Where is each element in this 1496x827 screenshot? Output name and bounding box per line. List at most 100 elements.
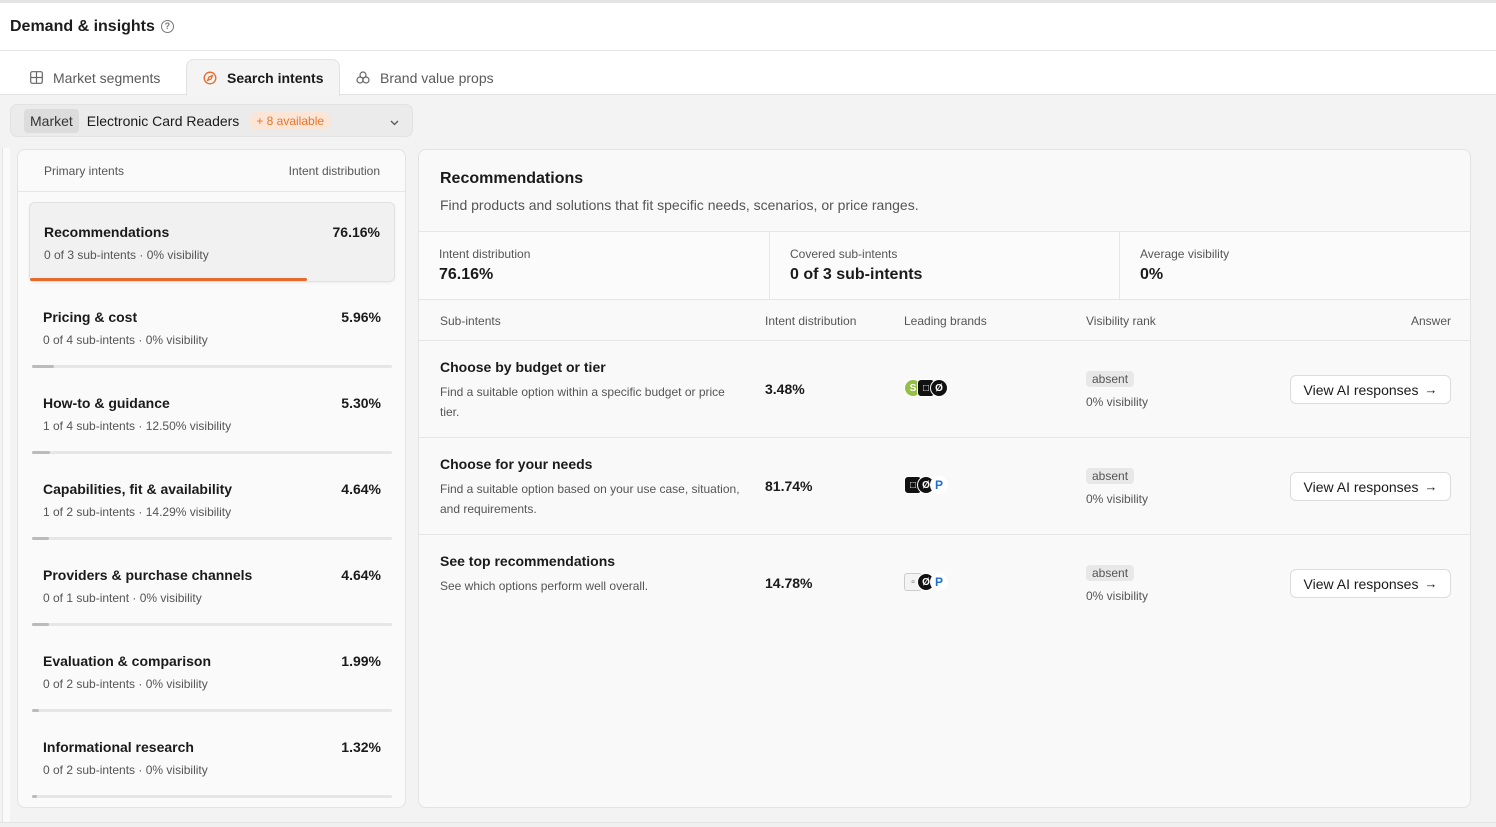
question-circle-icon[interactable]: ? <box>160 20 174 33</box>
intent-pct: 1.99% <box>341 653 381 669</box>
intent-item-how-to[interactable]: How-to & guidance 5.30% 1 of 4 sub-inten… <box>29 374 395 454</box>
intent-bar <box>32 365 392 368</box>
intent-pct: 5.96% <box>341 309 381 325</box>
leading-brands: S □ Ø <box>904 379 948 399</box>
sub-intent-title: See top recommendations <box>440 553 616 569</box>
tab-search-intents[interactable]: Search intents <box>186 59 341 96</box>
compass-icon <box>203 71 217 85</box>
intent-item-evaluation[interactable]: Evaluation & comparison 1.99% 0 of 2 sub… <box>29 632 395 712</box>
intent-sub: 0 of 4 sub-intents · 0% visibility <box>43 333 208 347</box>
market-selector[interactable]: Market Electronic Card Readers + 8 avail… <box>10 104 413 137</box>
sub-intent-distribution: 14.78% <box>765 575 813 591</box>
market-name: Electronic Card Readers <box>86 112 240 129</box>
intent-fill <box>32 709 39 712</box>
intent-fill <box>32 537 49 540</box>
tab-label: Search intents <box>227 70 324 86</box>
intent-name: Informational research <box>43 739 194 755</box>
stat-label: Intent distribution <box>439 247 531 261</box>
view-ai-responses-button[interactable]: View AI responses → <box>1290 569 1451 598</box>
intent-name: Pricing & cost <box>43 309 138 325</box>
tab-brand-value-props[interactable]: Brand value props <box>340 59 510 96</box>
intent-fill <box>32 365 54 368</box>
visibility-badge: absent <box>1086 371 1135 387</box>
visibility-badge: absent <box>1086 565 1135 581</box>
intent-bar <box>32 537 392 540</box>
top-border <box>0 0 1496 3</box>
intent-pct: 76.16% <box>332 224 380 240</box>
primary-intents-panel: Primary intents Intent distribution Reco… <box>17 149 406 808</box>
tab-label: Brand value props <box>380 69 494 86</box>
intent-item-recommendations[interactable]: Recommendations 76.16% 0 of 3 sub-intent… <box>29 202 395 282</box>
col-intent-distribution: Intent distribution <box>765 314 857 328</box>
paypal-icon: P <box>930 476 948 494</box>
visibility-text: 0% visibility <box>1086 395 1149 409</box>
market-pill: Market <box>24 108 79 133</box>
circles-icon <box>356 71 370 84</box>
intent-detail-panel: Recommendations Find products and soluti… <box>418 149 1471 808</box>
intent-bar <box>30 278 394 281</box>
col-sub-intents: Sub-intents <box>440 314 501 328</box>
view-ai-responses-button[interactable]: View AI responses → <box>1290 375 1451 404</box>
stat-value: 0 of 3 sub-intents <box>790 266 923 283</box>
stat-covered-sub-intents: Covered sub-intents 0 of 3 sub-intents <box>769 232 1119 300</box>
primary-intents-col: Primary intents <box>44 163 125 178</box>
visibility-badge: absent <box>1086 468 1135 484</box>
stat-average-visibility: Average visibility 0% <box>1119 232 1470 300</box>
intent-item-pricing[interactable]: Pricing & cost 5.96% 0 of 4 sub-intents … <box>29 288 395 368</box>
stat-label: Average visibility <box>1140 247 1230 261</box>
detail-title: Recommendations <box>440 170 584 187</box>
intent-name: How-to & guidance <box>43 395 170 411</box>
intent-fill <box>32 451 50 454</box>
grid-icon <box>30 71 43 84</box>
stat-intent-distribution: Intent distribution 76.16% <box>419 232 769 300</box>
sub-intent-distribution: 81.74% <box>765 478 813 494</box>
intent-sub: 1 of 2 sub-intents · 14.29% visibility <box>43 505 232 519</box>
leading-brands: □ Ø P <box>904 476 948 496</box>
page-title: Demand & insights <box>10 17 155 35</box>
page-header: Demand & insights ? <box>0 3 1496 51</box>
available-badge: + 8 available <box>249 111 332 130</box>
intent-name: Recommendations <box>44 224 170 240</box>
view-ai-responses-button[interactable]: View AI responses → <box>1290 472 1451 501</box>
col-visibility-rank: Visibility rank <box>1086 314 1156 328</box>
intent-sub: 1 of 4 sub-intents · 12.50% visibility <box>43 419 232 433</box>
arrow-right-icon: → <box>1424 382 1438 397</box>
col-answer: Answer <box>1410 314 1451 328</box>
sub-intent-desc: Find a suitable option based on your use… <box>440 482 740 516</box>
intent-fill <box>32 623 49 626</box>
arrow-right-icon: → <box>1424 479 1438 494</box>
intent-bar <box>32 709 392 712</box>
sub-intent-desc: See which options perform well overall. <box>440 579 649 593</box>
primary-intents-header: Primary intents Intent distribution <box>18 150 405 192</box>
intent-name: Providers & purchase channels <box>43 567 253 583</box>
intent-sub: 0 of 2 sub-intents · 0% visibility <box>43 677 208 691</box>
intent-item-capabilities[interactable]: Capabilities, fit & availability 4.64% 1… <box>29 460 395 540</box>
intent-bar <box>32 795 392 798</box>
stat-value: 0% <box>1140 266 1164 283</box>
paypal-icon: P <box>930 573 948 591</box>
intent-fill <box>30 278 307 281</box>
stat-label: Covered sub-intents <box>790 247 898 261</box>
sub-intent-desc: Find a suitable option within a specific… <box>440 385 725 419</box>
table-row: Choose by budget or tier Find a suitable… <box>419 341 1470 438</box>
intent-bar <box>32 623 392 626</box>
tab-market-segments[interactable]: Market segments <box>14 59 176 96</box>
arrow-right-icon: → <box>1424 576 1438 591</box>
intent-sub: 0 of 2 sub-intents · 0% visibility <box>43 763 208 777</box>
intent-pct: 1.32% <box>341 739 381 755</box>
intent-name: Capabilities, fit & availability <box>43 481 233 497</box>
frame-bottom <box>0 822 1496 827</box>
intent-bar <box>32 451 392 454</box>
tab-bar: Market segments Search intents Brand val… <box>0 51 1496 96</box>
col-leading-brands: Leading brands <box>904 314 987 328</box>
table-row: Choose for your needs Find a suitable op… <box>419 438 1470 535</box>
button-label: View AI responses <box>1303 575 1419 592</box>
intent-name: Evaluation & comparison <box>43 653 212 669</box>
sub-intent-title: Choose by budget or tier <box>440 359 606 375</box>
frame-left <box>2 148 10 823</box>
intent-item-providers[interactable]: Providers & purchase channels 4.64% 0 of… <box>29 546 395 626</box>
visibility-text: 0% visibility <box>1086 492 1149 506</box>
intent-sub: 0 of 3 sub-intents · 0% visibility <box>44 248 209 262</box>
leading-brands: ▫ Ø P <box>904 573 948 593</box>
intent-item-informational[interactable]: Informational research 1.32% 0 of 2 sub-… <box>29 718 395 798</box>
